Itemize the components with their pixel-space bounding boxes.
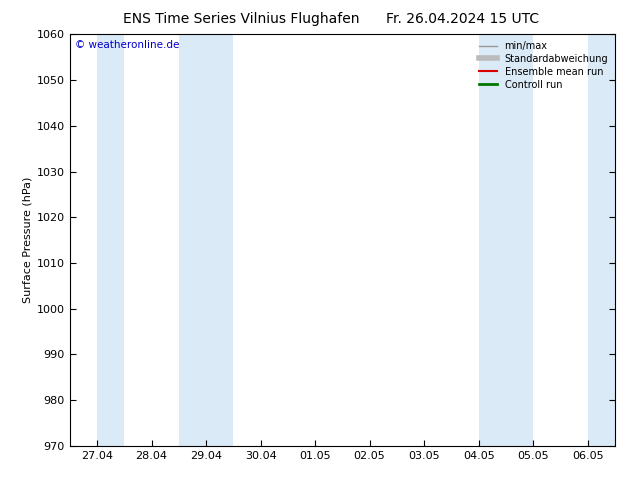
Legend: min/max, Standardabweichung, Ensemble mean run, Controll run: min/max, Standardabweichung, Ensemble me… bbox=[476, 37, 612, 94]
Text: ENS Time Series Vilnius Flughafen: ENS Time Series Vilnius Flughafen bbox=[122, 12, 359, 26]
Bar bbox=[179, 34, 233, 446]
Bar bbox=[479, 34, 533, 446]
Bar bbox=[588, 34, 634, 446]
Y-axis label: Surface Pressure (hPa): Surface Pressure (hPa) bbox=[23, 177, 32, 303]
Text: © weatheronline.de: © weatheronline.de bbox=[75, 41, 179, 50]
Bar bbox=[97, 34, 124, 446]
Text: Fr. 26.04.2024 15 UTC: Fr. 26.04.2024 15 UTC bbox=[386, 12, 540, 26]
